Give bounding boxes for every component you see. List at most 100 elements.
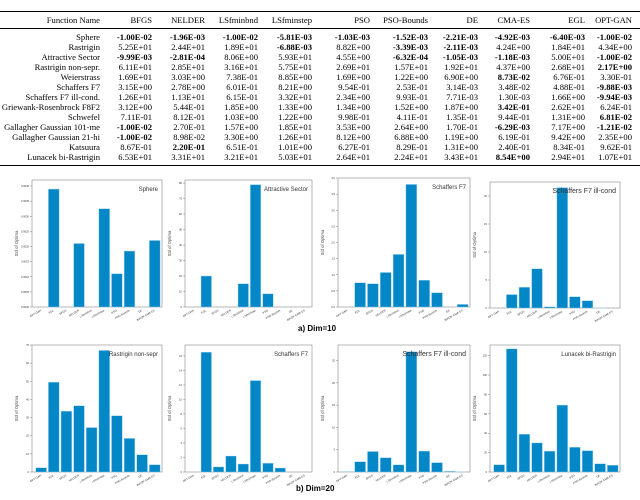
x-tick-label: BFGS bbox=[365, 473, 374, 480]
x-tick-label: BFGS bbox=[517, 309, 526, 316]
table-cell: 5.00E+01 bbox=[551, 52, 585, 62]
table-cell: 2.62E+01 bbox=[551, 102, 585, 112]
chart-title: Schaffers F7 ill-cond bbox=[552, 188, 616, 195]
function-name: Rastrigin non-sepr. bbox=[35, 62, 100, 72]
column-header: Function Name bbox=[47, 12, 100, 28]
bar bbox=[355, 462, 366, 472]
bar bbox=[124, 251, 135, 307]
bar bbox=[48, 382, 59, 472]
y-tick-label: 60 bbox=[26, 361, 29, 365]
bar bbox=[61, 411, 72, 472]
y-tick-label: 40 bbox=[26, 397, 29, 401]
y-axis-label: Std of Optima bbox=[14, 395, 19, 421]
y-tick-label: 14 bbox=[179, 368, 182, 372]
table-cell: 2.17E+00 bbox=[598, 62, 632, 72]
table-cell: 1.35E-01 bbox=[446, 112, 478, 122]
y-tick-label: 4 bbox=[181, 441, 183, 445]
x-tick-label: PSO-Bounds bbox=[114, 308, 131, 320]
x-tick-label: OPT-GAN bbox=[335, 473, 348, 483]
table-cell: -1.00E-02 bbox=[117, 122, 152, 132]
bar bbox=[250, 185, 260, 307]
table-cell: -9.88E-03 bbox=[597, 82, 632, 92]
bar bbox=[444, 471, 455, 472]
x-tick-label: OPT-GAN bbox=[29, 308, 42, 318]
x-tick-label: PSO-Bounds bbox=[422, 308, 439, 320]
x-tick-label: BFGS bbox=[59, 308, 68, 315]
table-cell: 1.69E+00 bbox=[336, 72, 370, 82]
plot-frame bbox=[338, 345, 470, 472]
table-cell: -6.40E-03 bbox=[550, 32, 585, 42]
bar bbox=[506, 349, 517, 472]
table-cell: 8.85E+00 bbox=[278, 72, 312, 82]
y-tick-label: 10 bbox=[484, 250, 487, 254]
table-cell: 6.27E-01 bbox=[338, 142, 370, 152]
function-name: Sphere bbox=[76, 32, 100, 42]
table-cell: 6.19E-01 bbox=[498, 132, 530, 142]
y-tick-label: 120 bbox=[483, 354, 488, 358]
y-axis-label: Std of Optima bbox=[167, 230, 172, 256]
bar bbox=[557, 405, 568, 472]
bar bbox=[457, 304, 468, 307]
x-tick-label: BFGS bbox=[365, 308, 374, 315]
table-cell: 3.03E+00 bbox=[171, 72, 205, 82]
table-cell: 4.55E+00 bbox=[336, 52, 370, 62]
x-tick-label: EGL bbox=[48, 308, 55, 314]
y-tick-label: 4.0 bbox=[331, 176, 335, 180]
column-header: LSfminbnd bbox=[219, 12, 258, 28]
table-cell: 1.57E+00 bbox=[224, 122, 258, 132]
x-tick-label: BFGS bbox=[211, 308, 220, 315]
column-header: CMA-ES bbox=[498, 12, 530, 28]
table-cell: 3.32E+01 bbox=[278, 92, 312, 102]
x-tick-label: LSfminstep bbox=[398, 308, 413, 319]
x-tick-label: LSfminstep bbox=[242, 308, 257, 319]
x-tick-label: LSfminstep bbox=[398, 473, 413, 484]
table-cell: 5.03E+01 bbox=[278, 152, 312, 162]
table-cell: 2.94E+01 bbox=[551, 152, 585, 162]
x-tick-label: EGL bbox=[200, 473, 207, 479]
column-header: BFGS bbox=[131, 12, 153, 28]
bar bbox=[532, 443, 543, 472]
plot-frame bbox=[490, 182, 620, 308]
function-name: Schwefel bbox=[68, 112, 100, 122]
bar bbox=[238, 284, 248, 307]
y-tick-label: 0.0035 bbox=[21, 199, 29, 203]
bar bbox=[36, 468, 47, 472]
bar bbox=[86, 428, 97, 472]
x-tick-label: OPT-GAN bbox=[29, 473, 42, 483]
table-cell: 1.26E+01 bbox=[118, 92, 152, 102]
y-tick-label: 20 bbox=[332, 381, 335, 385]
table-cell: 5.44E-01 bbox=[173, 102, 205, 112]
table-cell: 4.37E+00 bbox=[496, 62, 530, 72]
bar bbox=[367, 452, 378, 472]
x-tick-label: OPT-GAN bbox=[182, 308, 195, 318]
bar bbox=[582, 451, 593, 472]
table-cell: -1.00E-02 bbox=[117, 32, 152, 42]
table-cell: 3.12E+00 bbox=[118, 102, 152, 112]
table-cell: 3.30E-01 bbox=[600, 72, 632, 82]
bar bbox=[48, 189, 59, 307]
table-cell: -3.39E-03 bbox=[393, 42, 428, 52]
table-cell: 1.70E-01 bbox=[446, 122, 478, 132]
table-cell: 1.31E+00 bbox=[444, 142, 478, 152]
function-name: Weierstrass bbox=[61, 72, 100, 82]
table-cell: -1.96E-03 bbox=[170, 32, 205, 42]
bar bbox=[393, 465, 404, 472]
function-name: Gallagher Gaussian 101-me bbox=[4, 122, 100, 132]
bar bbox=[367, 284, 378, 307]
y-tick-label: 60 bbox=[179, 212, 182, 216]
y-tick-label: 80 bbox=[484, 392, 487, 396]
table-cell: -2.81E-04 bbox=[170, 52, 205, 62]
y-axis-label: Std of Optima bbox=[472, 232, 477, 258]
table-cell: 4.34E+00 bbox=[598, 42, 632, 52]
y-axis-label: Std of Optima bbox=[14, 230, 19, 256]
table-cell: 1.13E+01 bbox=[171, 92, 205, 102]
